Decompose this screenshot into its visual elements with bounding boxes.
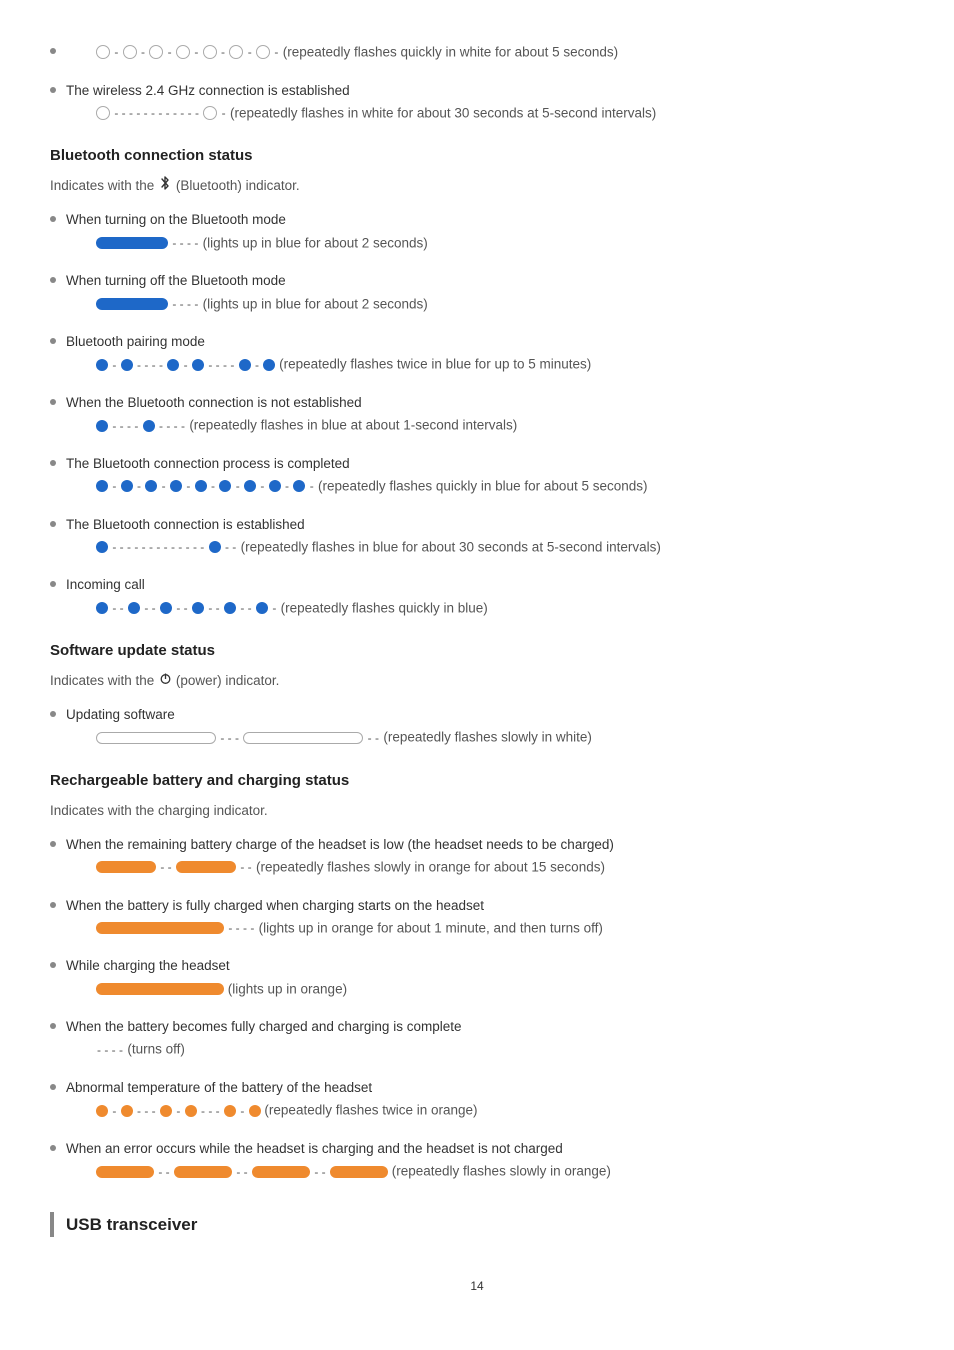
battery-list: When the remaining battery charge of the… [50,835,904,1182]
software-intro: Indicates with the (power) indicator. [50,671,904,692]
pattern: - - - - (lights up in blue for about 2 s… [96,233,904,254]
pattern: - - - - - - (repeatedly flashes slowly i… [96,1161,904,1182]
software-list: Updating software - - - - - (repeatedly … [50,705,904,748]
list-item: While charging the headset (lights up in… [50,956,904,999]
battery-heading: Rechargeable battery and charging status [50,770,904,793]
pattern: - - - - (lights up in blue for about 2 s… [96,294,904,315]
item-title: When the remaining battery charge of the… [66,835,904,855]
pattern: - - - - - (repeatedly flashes slowly in … [96,727,904,748]
list-item: Updating software - - - - - (repeatedly … [50,705,904,748]
item-title: When the Bluetooth connection is not est… [66,393,904,413]
pattern: - - - - - - - - (repeatedly flashes in b… [96,415,904,436]
list-item: The Bluetooth connection process is comp… [50,454,904,497]
pattern: - - - - - - - - - - - (repeatedly flashe… [96,598,904,619]
software-heading: Software update status [50,640,904,663]
battery-intro: Indicates with the charging indicator. [50,801,904,821]
pattern: - - - - - - - - - - - - - (repeatedly fl… [96,103,904,124]
item-title: Updating software [66,705,904,725]
pattern: - - - - (turns off) [96,1039,904,1060]
bluetooth-icon [158,176,172,196]
pattern: (lights up in orange) [96,979,904,1000]
item-title: The Bluetooth connection process is comp… [66,454,904,474]
item-title: While charging the headset [66,956,904,976]
pattern: - - - - (lights up in orange for about 1… [96,918,904,939]
list-item: When the battery is fully charged when c… [50,896,904,939]
list-item: The wireless 2.4 GHz connection is estab… [50,81,904,124]
pattern: - - - - - - - - - - - (repeatedly flashe… [96,354,904,375]
item-title: Bluetooth pairing mode [66,332,904,352]
pattern: - - - - - - - - - - - - - - - (repeatedl… [96,537,904,558]
item-title: Incoming call [66,575,904,595]
item-title: The Bluetooth connection is established [66,515,904,535]
item-title: When the battery is fully charged when c… [66,896,904,916]
item-title: Abnormal temperature of the battery of t… [66,1078,904,1098]
list-item: When turning off the Bluetooth mode - - … [50,271,904,314]
page-number: 14 [50,1277,904,1295]
item-title: When the battery becomes fully charged a… [66,1017,904,1037]
list-item: The Bluetooth connection is established … [50,515,904,558]
usb-heading: USB transceiver [50,1212,904,1238]
item-title: When turning off the Bluetooth mode [66,271,904,291]
bluetooth-heading: Bluetooth connection status [50,145,904,168]
list-item: When turning on the Bluetooth mode - - -… [50,210,904,253]
bluetooth-intro: Indicates with the (Bluetooth) indicator… [50,176,904,197]
list-item: Incoming call - - - - - - - - - - - (rep… [50,575,904,618]
pattern: - - - - - - - - - (repeatedly flashes tw… [96,1100,904,1121]
item-title: When turning on the Bluetooth mode [66,210,904,230]
list-item: When the Bluetooth connection is not est… [50,393,904,436]
pattern: - - - - (repeatedly flashes slowly in or… [96,857,904,878]
power-icon [158,671,172,691]
list-item: When the battery becomes fully charged a… [50,1017,904,1060]
item-title: When an error occurs while the headset i… [66,1139,904,1159]
list-item: When the remaining battery charge of the… [50,835,904,878]
list-item: Abnormal temperature of the battery of t… [50,1078,904,1121]
bluetooth-list: When turning on the Bluetooth mode - - -… [50,210,904,618]
list-item: When an error occurs while the headset i… [50,1139,904,1182]
pattern: - - - - - - - - - (repeatedly flashes qu… [96,476,904,497]
item-title: The wireless 2.4 GHz connection is estab… [66,81,904,101]
list-item: - - - - - - - (repeatedly flashes quickl… [50,42,904,63]
pattern: - - - - - - - (repeatedly flashes quickl… [96,42,904,63]
list-item: Bluetooth pairing mode - - - - - - - - -… [50,332,904,375]
wireless-list: - - - - - - - (repeatedly flashes quickl… [50,42,904,123]
